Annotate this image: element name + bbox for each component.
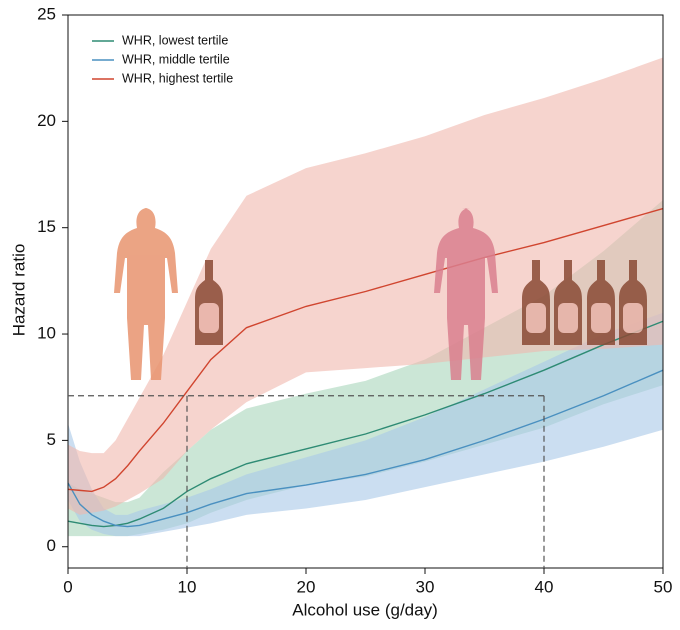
y-tick-label: 20 — [37, 111, 56, 130]
person-icon — [434, 208, 498, 380]
y-axis-label: Hazard ratio — [9, 244, 28, 337]
y-tick-label: 5 — [47, 430, 56, 449]
series-line — [67, 369, 664, 528]
bottle-label — [591, 303, 611, 333]
y-tick-label: 25 — [37, 4, 56, 23]
y-tick-label: 15 — [37, 217, 56, 236]
legend-label: WHR, highest tertile — [122, 71, 233, 85]
y-tick-label: 10 — [37, 324, 56, 343]
bottle-label — [558, 303, 578, 333]
bottle-label — [526, 303, 546, 333]
bottle-label — [199, 303, 219, 333]
legend-label: WHR, middle tertile — [122, 52, 230, 66]
x-tick-label: 0 — [63, 577, 72, 596]
series-line — [67, 320, 664, 528]
legend-label: WHR, lowest tertile — [122, 33, 228, 47]
confidence-band — [68, 57, 663, 515]
person-icon — [114, 208, 178, 380]
x-tick-label: 40 — [535, 577, 554, 596]
confidence-band — [68, 200, 663, 537]
y-tick-label: 0 — [47, 536, 56, 555]
x-tick-label: 30 — [416, 577, 435, 596]
illustration-right — [434, 208, 647, 380]
illustration-left — [114, 208, 223, 380]
x-tick-label: 10 — [178, 577, 197, 596]
x-tick-label: 20 — [297, 577, 316, 596]
x-tick-label: 50 — [654, 577, 673, 596]
x-axis-label: Alcohol use (g/day) — [292, 600, 438, 619]
plot-frame — [67, 14, 664, 569]
bottle-label — [623, 303, 643, 333]
